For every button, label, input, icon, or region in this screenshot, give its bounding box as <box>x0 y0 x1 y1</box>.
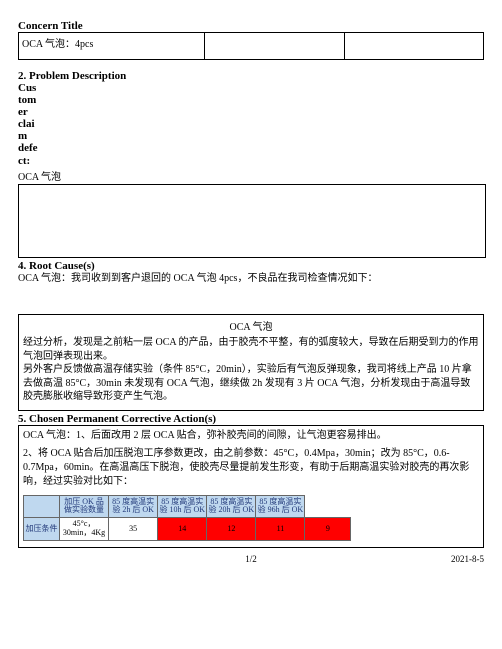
concern-cell-3 <box>344 33 484 60</box>
rootcause-para2: 另外客户反馈做高温存储实验（条件 85°C，20min），实验后有气泡反弹现象，… <box>23 363 479 404</box>
problem-section-label: 2. Problem Description <box>18 70 484 82</box>
rootcause-section-label: 4. Root Cause(s) <box>18 260 484 272</box>
val-20h: 11 <box>256 518 305 541</box>
th-20h: 85 度高温实验 20h 后 OK <box>207 495 256 518</box>
concern-cell-1: OCA 气泡：4pcs <box>19 33 205 60</box>
rootcause-gap <box>18 285 484 313</box>
concern-title-label: Concern Title <box>18 20 484 32</box>
problem-description-box <box>18 184 486 258</box>
bubble-title: OCA 气泡 <box>23 321 479 335</box>
corrective-box: OCA 气泡：1、后面改用 2 层 OCA 贴合，弥补胶壳间的间隙，让气泡更容易… <box>18 425 484 548</box>
th-2h: 85 度高温实验 2h 后 OK <box>109 495 158 518</box>
concern-cell-2 <box>205 33 345 60</box>
val-2h: 14 <box>158 518 207 541</box>
row-cond: 45°c，30min，4Kg <box>60 518 109 541</box>
experiment-table: 加压 OK 品做实验数量 85 度高温实验 2h 后 OK 85 度高温实验 1… <box>23 495 351 541</box>
th-blank <box>24 495 60 518</box>
th-96h: 85 度高温实验 96h 后 OK <box>256 495 305 518</box>
val-10h: 12 <box>207 518 256 541</box>
corrective-section-label: 5. Chosen Permanent Corrective Action(s) <box>18 413 484 425</box>
val-96h: 9 <box>305 518 351 541</box>
corrective-line2: 2、将 OCA 贴合后加压脱泡工序参数更改，由之前参数：45°C，0.4Mpa，… <box>23 447 479 489</box>
rootcause-intro: OCA 气泡：我司收到到客户退回的 OCA 气泡 4pcs，不良品在我司检查情况… <box>18 272 484 285</box>
rootcause-box: OCA 气泡 经过分析，发现是之前粘一层 OCA 的产品，由于胶壳不平整，有的弧… <box>18 314 484 411</box>
customer-claim-defect-label: Cus tom er clai m defe ct: <box>18 82 484 167</box>
th-10h: 85 度高温实验 10h 后 OK <box>158 495 207 518</box>
claim-text: OCA 气泡 <box>18 168 484 183</box>
th-qty: 加压 OK 品做实验数量 <box>60 495 109 518</box>
page-number: 1/2 <box>245 554 257 564</box>
rootcause-para1: 经过分析，发现是之前粘一层 OCA 的产品，由于胶壳不平整，有的弧度较大，导致在… <box>23 336 479 363</box>
corrective-line1: OCA 气泡：1、后面改用 2 层 OCA 贴合，弥补胶壳间的间隙，让气泡更容易… <box>23 429 479 443</box>
val-qty: 35 <box>109 518 158 541</box>
concern-table: OCA 气泡：4pcs <box>18 32 484 60</box>
row-label: 加压条件 <box>24 518 60 541</box>
footer-date: 2021-8-5 <box>451 554 484 564</box>
footer: 1/2 2021-8-5 <box>18 554 484 566</box>
